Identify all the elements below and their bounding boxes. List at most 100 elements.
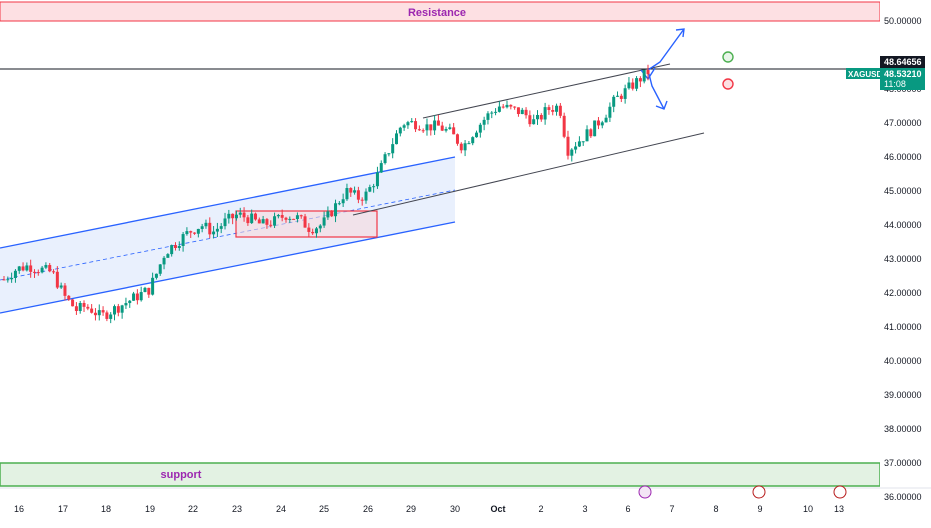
candle-body bbox=[173, 245, 177, 249]
candle-body bbox=[406, 122, 410, 126]
candle-body bbox=[368, 187, 372, 192]
candle-body bbox=[616, 95, 620, 97]
candle-body bbox=[13, 270, 17, 278]
candle-body bbox=[528, 115, 532, 125]
candle-body bbox=[147, 287, 151, 295]
drawings-layer bbox=[0, 28, 880, 314]
candle-body bbox=[627, 82, 631, 89]
candle-body bbox=[67, 295, 71, 300]
candle-body bbox=[269, 224, 273, 226]
candle-body bbox=[471, 137, 475, 144]
price-tick-label: 45.00000 bbox=[884, 186, 922, 196]
candle-body bbox=[90, 308, 94, 313]
candle-body bbox=[646, 69, 650, 75]
candle-body bbox=[455, 134, 459, 144]
candle-body bbox=[520, 109, 524, 115]
candle-body bbox=[124, 303, 128, 306]
candle-body bbox=[402, 125, 406, 128]
candle-body bbox=[562, 115, 566, 137]
candle-body bbox=[105, 312, 109, 319]
candle-body bbox=[436, 120, 440, 126]
zones-layer: Resistance support bbox=[0, 1, 881, 487]
candle-body bbox=[295, 215, 299, 220]
symbol-badge bbox=[846, 68, 880, 79]
candle-body bbox=[162, 257, 166, 265]
channel-upper-line bbox=[0, 156, 456, 249]
candle-body bbox=[417, 129, 421, 131]
candle-body bbox=[82, 302, 86, 307]
candle-body bbox=[116, 306, 120, 313]
price-tick-label: 46.00000 bbox=[884, 152, 922, 162]
candle-body bbox=[128, 300, 132, 304]
candle-body bbox=[97, 310, 101, 316]
bullish-arrowhead bbox=[675, 28, 685, 38]
candle-body bbox=[299, 215, 303, 217]
candle-body bbox=[17, 266, 21, 271]
candle-body bbox=[78, 302, 82, 311]
candle-body bbox=[585, 129, 589, 142]
candle-body bbox=[318, 225, 322, 229]
price-tick-label: 36.00000 bbox=[884, 492, 922, 502]
candle-body bbox=[231, 213, 235, 219]
candle-body bbox=[120, 305, 124, 313]
candle-body bbox=[555, 105, 559, 112]
candle-body bbox=[44, 265, 48, 268]
candle-body bbox=[452, 127, 456, 135]
candle-body bbox=[181, 234, 185, 246]
candle-body bbox=[55, 271, 59, 288]
candle-body bbox=[356, 190, 360, 200]
time-tick-label: 23 bbox=[232, 504, 242, 514]
candle-body bbox=[212, 231, 216, 235]
candle-body bbox=[383, 154, 387, 164]
candle-body bbox=[532, 119, 536, 125]
candle-body bbox=[25, 265, 29, 271]
price-tick-label: 39.00000 bbox=[884, 390, 922, 400]
price-tick-label: 47.00000 bbox=[884, 118, 922, 128]
bar-countdown-text: 11:08 bbox=[884, 79, 906, 89]
time-tick-label: 10 bbox=[803, 504, 813, 514]
trend-upper-line bbox=[422, 63, 671, 119]
price-tick-label: 50.00000 bbox=[884, 16, 922, 26]
time-tick-label: 26 bbox=[363, 504, 373, 514]
candle-body bbox=[2, 279, 6, 281]
candle-body bbox=[604, 117, 608, 123]
candle-body bbox=[196, 228, 200, 234]
candle-body bbox=[429, 124, 433, 131]
candle-body bbox=[516, 107, 520, 115]
time-axis[interactable]: 16 17 18 19 22 23 24 25 26 29 30 Oct 2 3 6 7 8 9 10 13 bbox=[0, 485, 931, 514]
candle-body bbox=[234, 214, 238, 219]
candle-body bbox=[353, 190, 357, 193]
candle-body bbox=[391, 144, 395, 154]
candle-body bbox=[581, 141, 585, 143]
time-tick-label: 19 bbox=[145, 504, 155, 514]
support-zone[interactable] bbox=[0, 462, 881, 487]
candle-body bbox=[314, 228, 318, 234]
candle-body bbox=[593, 120, 597, 137]
trend-lower-line bbox=[352, 132, 705, 216]
candle-body bbox=[482, 119, 486, 125]
candle-body bbox=[227, 213, 231, 219]
time-tick-label: 2 bbox=[538, 504, 543, 514]
candle-body bbox=[303, 216, 307, 228]
price-tick-label: 44.00000 bbox=[884, 220, 922, 230]
candle-body bbox=[459, 143, 463, 151]
candle-body bbox=[6, 279, 10, 281]
candle-body bbox=[21, 266, 25, 271]
candle-body bbox=[254, 213, 258, 220]
candle-body bbox=[642, 69, 646, 82]
candle-body bbox=[86, 306, 90, 309]
candle-body bbox=[524, 109, 528, 116]
price-tick-label: 38.00000 bbox=[884, 424, 922, 434]
current-price-badge bbox=[880, 68, 925, 90]
channel-mid-line bbox=[0, 189, 456, 281]
time-tick-label: 8 bbox=[713, 504, 718, 514]
candle-body bbox=[398, 127, 402, 134]
candle-body bbox=[497, 106, 501, 112]
price-labels: 48.64656 XAGUSD 48.53210 11:08 bbox=[846, 56, 925, 90]
candle-body bbox=[311, 231, 315, 234]
candle-body bbox=[219, 226, 223, 229]
candle-body bbox=[360, 199, 364, 201]
candle-body bbox=[631, 82, 635, 89]
